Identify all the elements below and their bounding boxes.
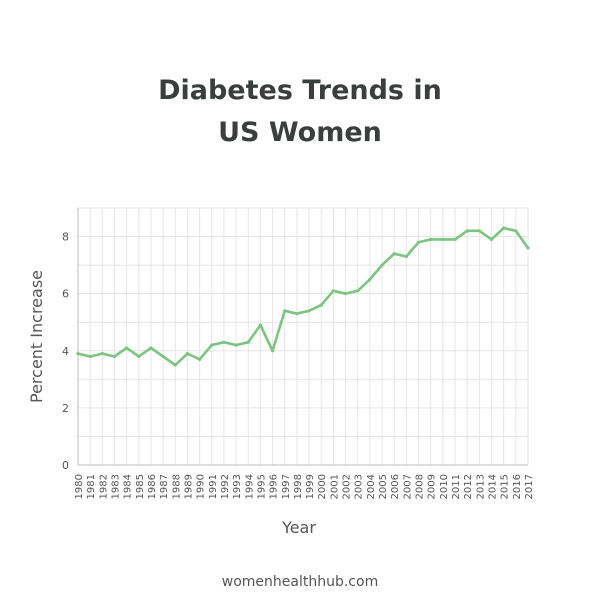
x-tick-label: 1989 xyxy=(183,474,194,499)
data-point xyxy=(137,354,141,359)
data-point xyxy=(429,237,433,242)
data-point xyxy=(368,277,372,281)
x-tick-label: 1992 xyxy=(220,474,231,499)
data-point xyxy=(380,263,384,267)
data-point xyxy=(489,237,494,242)
x-tick-label: 1995 xyxy=(256,474,267,499)
y-tick-label: 4 xyxy=(62,345,69,358)
chart-title: Diabetes Trends in US Women xyxy=(0,70,600,154)
data-point xyxy=(307,309,311,313)
x-tick-label: 2017 xyxy=(524,474,535,499)
data-point xyxy=(392,252,396,256)
x-tick-label: 2008 xyxy=(415,474,426,499)
y-axis-label: Percent Increase xyxy=(27,270,46,403)
data-point xyxy=(416,240,421,244)
data-point xyxy=(453,237,457,242)
data-point xyxy=(283,309,287,313)
x-tick-label: 1997 xyxy=(281,474,292,499)
data-point xyxy=(343,292,348,296)
x-tick-label: 1990 xyxy=(196,474,207,499)
x-tick-label: 1999 xyxy=(305,474,316,499)
data-point xyxy=(295,312,299,316)
data-point xyxy=(404,254,408,259)
x-tick-label: 1985 xyxy=(135,474,146,499)
x-tick-label: 1982 xyxy=(98,474,109,499)
x-tick-label: 1994 xyxy=(244,474,255,499)
x-tick-label: 1983 xyxy=(110,474,121,499)
x-tick-label: 1998 xyxy=(293,474,304,499)
x-tick-label: 1980 xyxy=(74,474,85,499)
data-point xyxy=(210,343,214,347)
x-tick-label: 2012 xyxy=(463,474,474,499)
x-tick-label: 2016 xyxy=(512,474,523,499)
data-point xyxy=(356,289,360,293)
y-tick-label: 8 xyxy=(62,231,69,244)
x-tick-label: 2011 xyxy=(451,474,462,499)
x-tick-label: 1996 xyxy=(269,474,280,499)
x-tick-label: 1991 xyxy=(208,474,219,499)
data-point xyxy=(222,340,226,344)
data-point xyxy=(246,340,250,344)
data-point xyxy=(185,352,190,356)
x-tick-label: 2002 xyxy=(342,474,353,499)
data-point xyxy=(88,354,92,359)
data-point xyxy=(526,246,530,250)
data-point xyxy=(319,303,323,307)
x-tick-label: 1981 xyxy=(86,474,97,499)
x-tick-label: 2003 xyxy=(354,474,365,499)
x-tick-label: 1988 xyxy=(171,474,182,499)
data-point xyxy=(149,346,153,350)
data-point xyxy=(100,352,104,356)
x-tick-label: 1987 xyxy=(159,474,170,499)
x-tick-label: 1993 xyxy=(232,474,243,499)
x-tick-label: 2001 xyxy=(329,474,340,499)
y-tick-label: 0 xyxy=(62,459,69,472)
y-tick-label: 2 xyxy=(62,402,69,415)
data-point xyxy=(112,354,117,359)
data-point xyxy=(234,343,238,347)
data-point xyxy=(198,357,202,361)
x-tick-label: 2006 xyxy=(390,474,401,499)
data-point xyxy=(502,226,506,230)
series-line xyxy=(76,226,530,367)
x-tick-label: 2014 xyxy=(488,474,499,499)
data-point xyxy=(76,352,80,356)
data-point xyxy=(477,229,481,233)
data-point xyxy=(125,346,129,350)
chart-title-line-2: US Women xyxy=(218,117,382,148)
series xyxy=(76,226,530,367)
footer-site: womenhealthhub.com xyxy=(221,574,379,590)
x-tick-label: 1984 xyxy=(123,474,134,499)
x-tick-label: 2015 xyxy=(500,474,511,499)
axes xyxy=(77,208,528,466)
x-tick-label: 2000 xyxy=(317,474,328,499)
x-tick-label: 2010 xyxy=(439,474,450,499)
data-point xyxy=(514,229,518,233)
data-point xyxy=(465,229,469,233)
data-point xyxy=(258,323,263,327)
x-tick-label: 2009 xyxy=(427,474,438,499)
chart-title-line-1: Diabetes Trends in xyxy=(158,75,442,106)
x-axis-label: Year xyxy=(281,518,316,537)
y-tick-label: 6 xyxy=(62,288,69,301)
x-tick-label: 1986 xyxy=(147,474,158,499)
grid xyxy=(77,207,529,465)
x-tick-label: 2005 xyxy=(378,474,389,499)
data-point xyxy=(161,354,165,359)
data-point xyxy=(441,237,445,242)
data-point xyxy=(173,363,177,367)
data-point xyxy=(331,289,336,293)
x-tick-label: 2007 xyxy=(402,474,413,499)
data-point xyxy=(270,349,275,353)
x-tick-label: 2013 xyxy=(475,474,486,499)
x-tick-label: 2004 xyxy=(366,474,377,499)
